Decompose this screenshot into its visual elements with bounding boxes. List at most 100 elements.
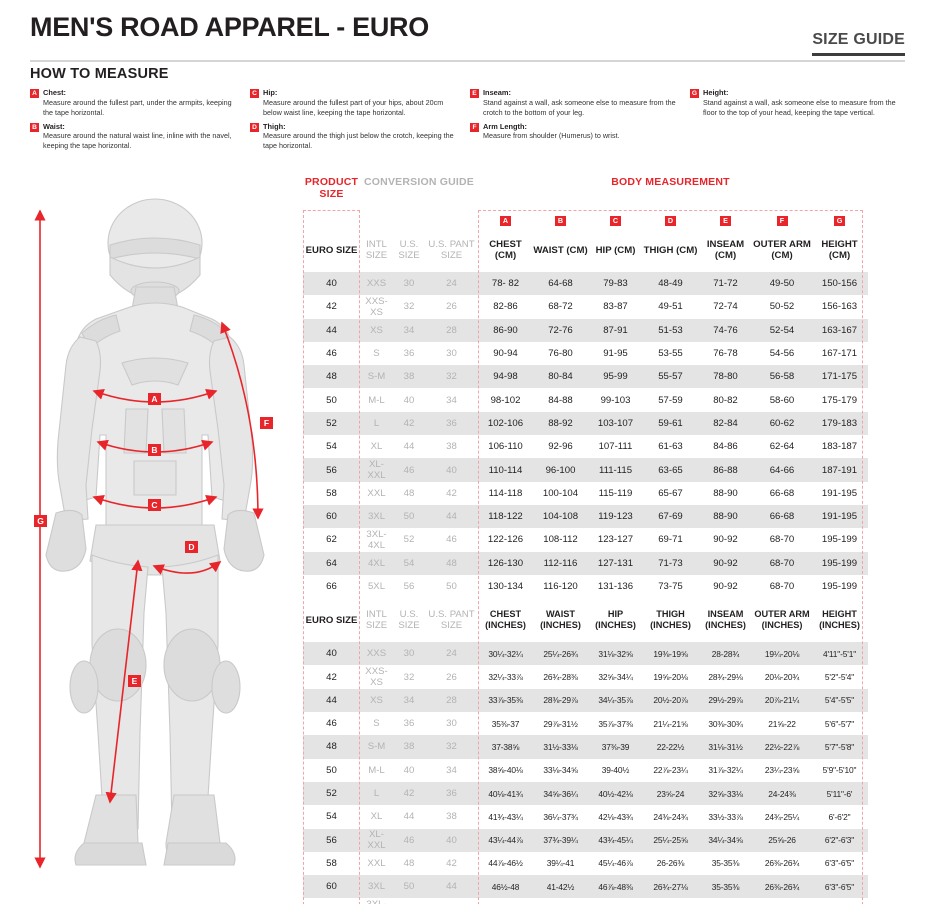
cell-intl: 3XL-4XL (360, 898, 393, 904)
table-row: 52 L 42 36 40⅛-41¾ 34⅝-36¼ 40½-42⅛ 23⅝-24 32⅝-33… (303, 781, 868, 806)
cell-height: 156-163 (821, 301, 858, 313)
group-conversion-guide: CONVERSION GUIDE (364, 176, 474, 188)
cell-height: 6'5"-6'6" (811, 898, 868, 904)
cell-inseam: 28¾-29⅛ (708, 672, 743, 683)
cell-waist: 41-42½ (533, 875, 588, 899)
cell-us: 42 (393, 411, 425, 436)
cell-us: 44 (403, 441, 415, 453)
cell-height: 171-175 (811, 365, 868, 389)
cell-intl: XXS-XS (365, 666, 388, 689)
cell-pant: 40 (425, 458, 478, 482)
cell-inseam: 35-35⅜ (698, 875, 753, 899)
cell-us: 38 (393, 735, 425, 759)
cell-chest: 114-118 (488, 487, 523, 499)
cell-euro: 50 (326, 394, 337, 406)
how-to-measure-title: HOW TO MEASURE (30, 66, 169, 82)
cell-waist: 42½-44⅛ (533, 898, 588, 904)
cell-thigh: 63-65 (643, 458, 698, 482)
figure-marker-d: D (185, 541, 198, 553)
cell-pant: 24 (425, 642, 478, 666)
cell-inseam: 88-90 (698, 504, 753, 529)
cell-euro: 62 (303, 898, 360, 904)
measure-desc: Stand against a wall, ask someone else t… (483, 97, 676, 117)
cell-hip: 123-127 (597, 534, 634, 546)
cell-inseam: 28-28¾ (698, 642, 753, 666)
cell-us: 32 (403, 301, 415, 313)
cell-us: 42 (393, 781, 425, 806)
cell-thigh: 21¼-21⅝ (653, 718, 688, 729)
cell-hip: 40½-42⅛ (588, 781, 643, 806)
cell-height: 195-199 (821, 581, 858, 592)
cell-arm: 24¾-25¼ (764, 811, 800, 822)
cell-height: 6'-6'2" (828, 811, 851, 822)
cell-height: 5'6"-5'7" (824, 718, 855, 729)
cell-thigh: 22⅞-23¼ (653, 765, 688, 776)
measure-term: Arm Length: (483, 121, 527, 131)
letter-badge-b-icon: B (30, 122, 39, 132)
cell-intl: S (373, 718, 380, 730)
cell-pant: 42 (446, 857, 457, 869)
cell-waist: 36¼-37¾ (543, 811, 578, 822)
cell-intl: XL-XXL (360, 458, 393, 482)
cell-hip: 119-123 (588, 504, 643, 529)
table-row: 46 S 36 30 90-94 76-80 91-95 53-55 76-78 54-56 167… (303, 342, 868, 365)
th-us-pant-size: U.S. PANT SIZE (428, 239, 475, 261)
measure-term: Height: (703, 88, 729, 97)
cell-intl: 5XL (367, 581, 386, 592)
cell-thigh: 49-51 (658, 301, 683, 313)
cell-chest: 98-102 (490, 394, 521, 406)
table-row: 42 XXS-XS 32 26 82-86 68-72 83-87 49-51 72-74 50-… (303, 295, 868, 318)
measurement-figure: A B C D E F G (22, 195, 300, 885)
cell-us: 46 (393, 458, 425, 482)
measure-term: Thigh: (263, 121, 286, 131)
cell-arm: 25⅝-26 (753, 828, 811, 852)
page-header: MEN'S ROAD APPAREL - EURO SIZE GUIDE (30, 10, 905, 60)
cell-hip: 43¾-45¼ (588, 828, 643, 852)
cell-pant: 34 (446, 764, 457, 776)
cell-chest: 41¾-43¼ (488, 811, 523, 822)
cell-intl: XL (370, 441, 383, 453)
cell-inseam: 31⅞-32¼ (708, 765, 743, 776)
cell-euro: 40 (303, 642, 360, 666)
col-letter-e-icon: E (720, 216, 731, 226)
col-letter-c-icon: C (610, 216, 621, 226)
cell-euro: 66 (326, 581, 337, 592)
cell-chest: 102-106 (478, 411, 533, 436)
cell-pant: 34 (446, 394, 457, 406)
cell-thigh: 20½-20⅞ (643, 688, 698, 713)
cell-inseam: 90-92 (698, 551, 753, 575)
cell-chest: 32¼-33⅞ (488, 672, 523, 683)
cell-intl: XS (360, 688, 393, 713)
header-divider (30, 60, 905, 62)
cell-height: 175-179 (821, 394, 858, 406)
cell-waist: 64-68 (533, 272, 588, 296)
measure-item-chest: A Chest: Measure around the fullest part… (30, 88, 236, 118)
cell-arm: 49-50 (753, 272, 811, 296)
group-product-size: PRODUCT SIZE (304, 176, 359, 200)
table-row: 58 XXL 48 42 44⅞-46½ 39¼-41 45¼-46⅞ 26-26⅜ 35-35… (303, 852, 868, 875)
table-group-headers: PRODUCT SIZE CONVERSION GUIDE BODY MEASU… (303, 176, 863, 210)
cell-pant: 44 (425, 875, 478, 899)
cell-pant: 28 (425, 688, 478, 713)
th-thigh-inches: THIGH (INCHES) (650, 609, 691, 631)
cell-inseam: 84-86 (713, 441, 738, 453)
cell-euro: 48 (303, 735, 360, 759)
cell-waist: 84-88 (548, 394, 573, 406)
cell-euro: 46 (326, 348, 337, 360)
cell-intl: 3XL (360, 504, 393, 529)
cell-waist: 25¼-26¾ (533, 642, 588, 666)
measure-desc: Measure from shoulder (Humerus) to wrist… (483, 131, 620, 140)
cell-pant: 28 (425, 318, 478, 342)
cell-us: 54 (393, 551, 425, 575)
cell-chest: 94-98 (478, 365, 533, 389)
cell-height: 179-183 (811, 411, 868, 436)
cell-hip: 103-107 (588, 411, 643, 436)
cell-hip: 107-111 (598, 441, 633, 453)
cell-euro: 54 (326, 441, 337, 453)
cell-inseam: 35⅞-36¼ (698, 898, 753, 904)
col-letter-d-icon: D (665, 216, 676, 226)
table-row: 52 L 42 36 102-106 88-92 103-107 59-61 82-84 60-6… (303, 411, 868, 436)
cell-inseam: 35-35⅜ (711, 858, 740, 869)
cell-hip: 111-115 (588, 458, 643, 482)
